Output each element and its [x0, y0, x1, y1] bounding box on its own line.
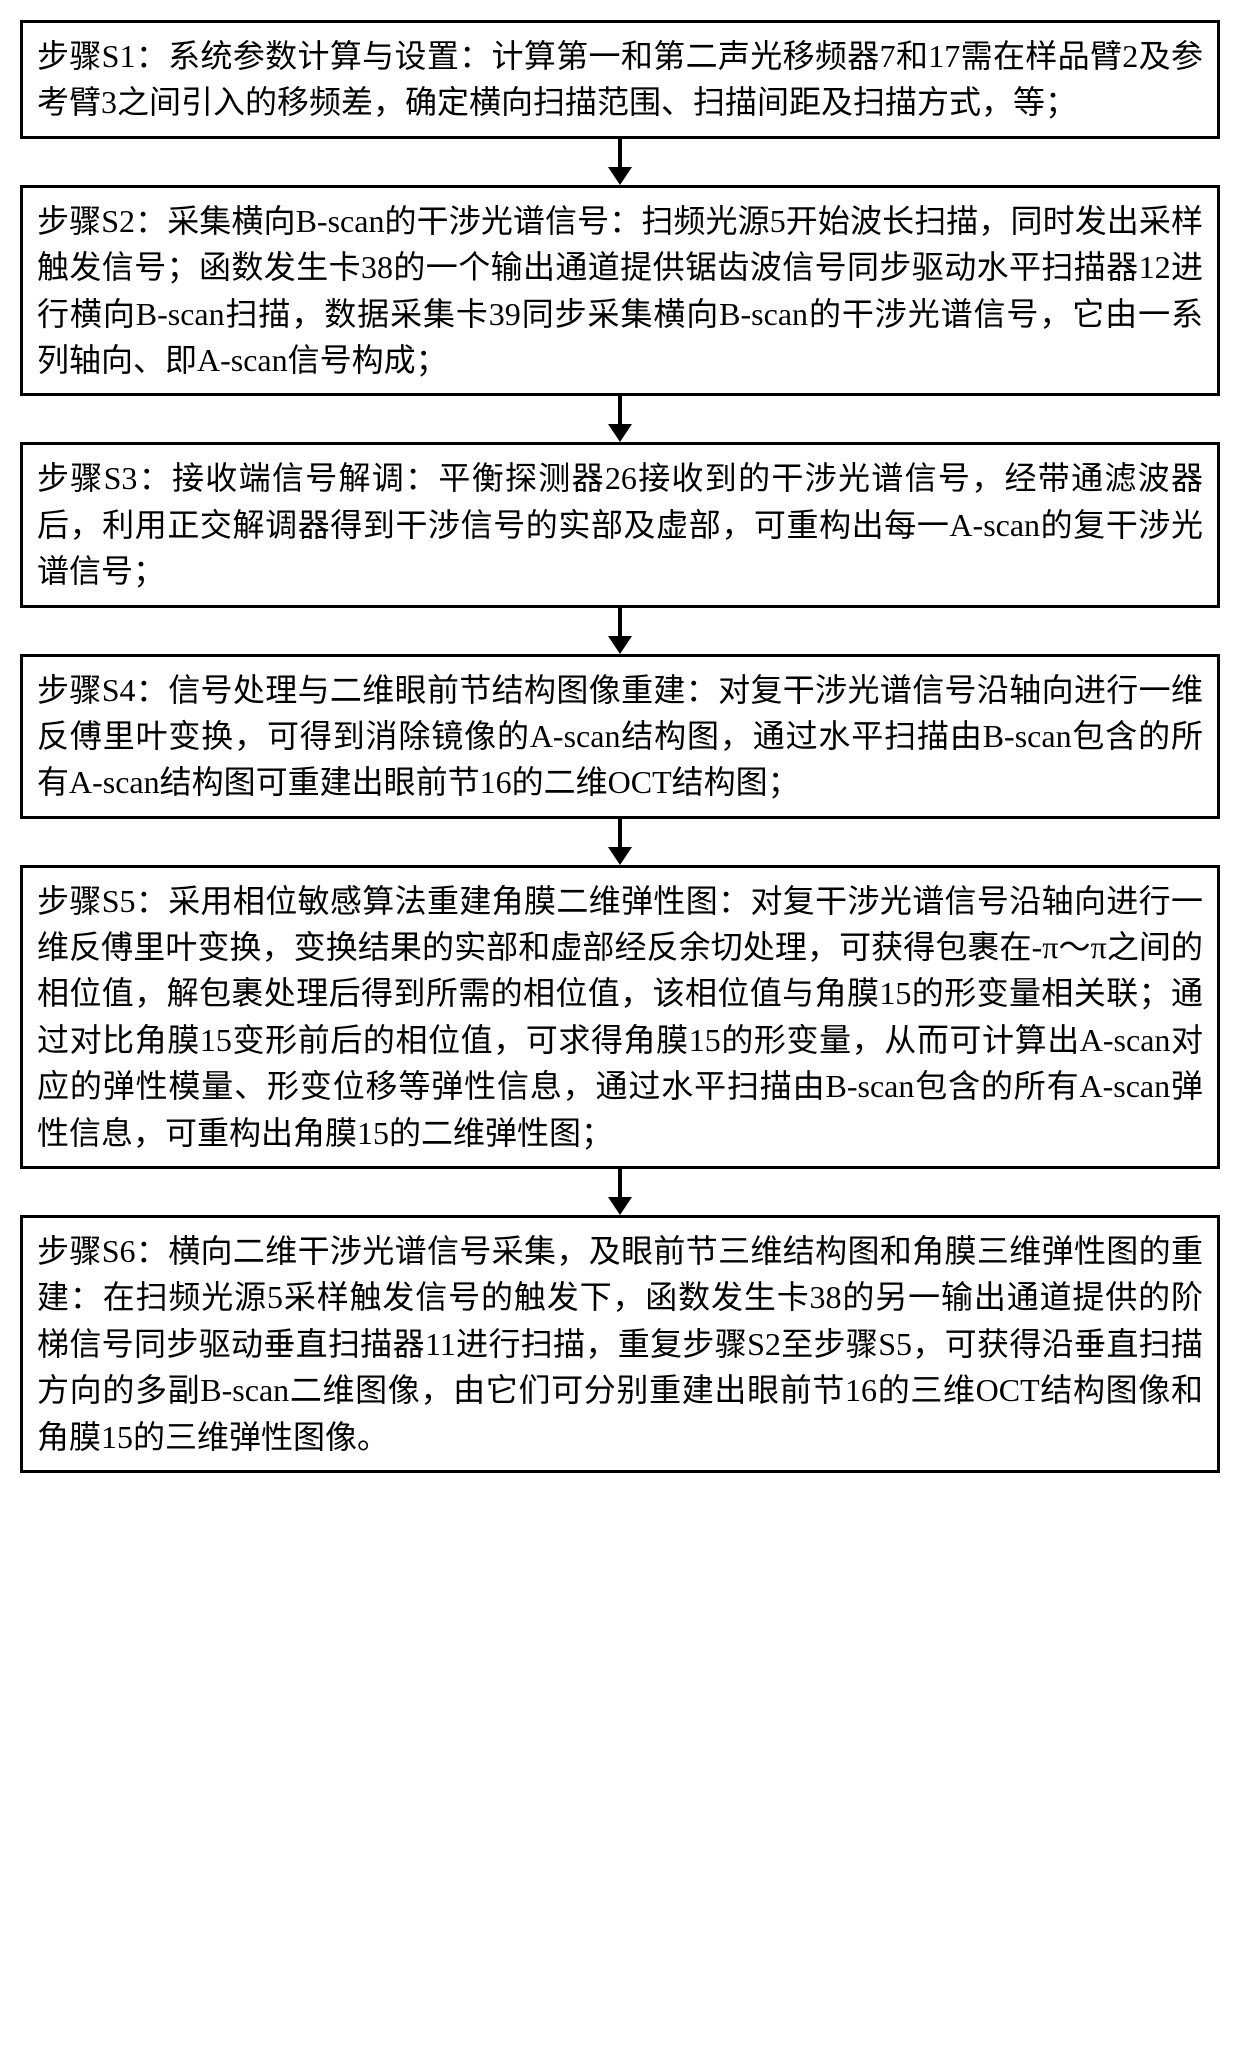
flowchart-container: 步骤S1：系统参数计算与设置：计算第一和第二声光移频器7和17需在样品臂2及参考…: [20, 20, 1220, 1473]
step-s6: 步骤S6：横向二维干涉光谱信号采集，及眼前节三维结构图和角膜三维弹性图的重建：在…: [20, 1215, 1220, 1473]
step-s4: 步骤S4：信号处理与二维眼前节结构图像重建：对复干涉光谱信号沿轴向进行一维反傅里…: [20, 654, 1220, 819]
arrow-s3-s4: [600, 608, 640, 654]
step-s2: 步骤S2：采集横向B-scan的干涉光谱信号：扫频光源5开始波长扫描，同时发出采…: [20, 185, 1220, 397]
step-s3: 步骤S3：接收端信号解调：平衡探测器26接收到的干涉光谱信号，经带通滤波器后，利…: [20, 442, 1220, 607]
arrow-s5-s6: [600, 1169, 640, 1215]
step-s1: 步骤S1：系统参数计算与设置：计算第一和第二声光移频器7和17需在样品臂2及参考…: [20, 20, 1220, 139]
arrow-s4-s5: [600, 819, 640, 865]
arrow-s1-s2: [600, 139, 640, 185]
arrow-s2-s3: [600, 396, 640, 442]
step-s5: 步骤S5：采用相位敏感算法重建角膜二维弹性图：对复干涉光谱信号沿轴向进行一维反傅…: [20, 865, 1220, 1169]
